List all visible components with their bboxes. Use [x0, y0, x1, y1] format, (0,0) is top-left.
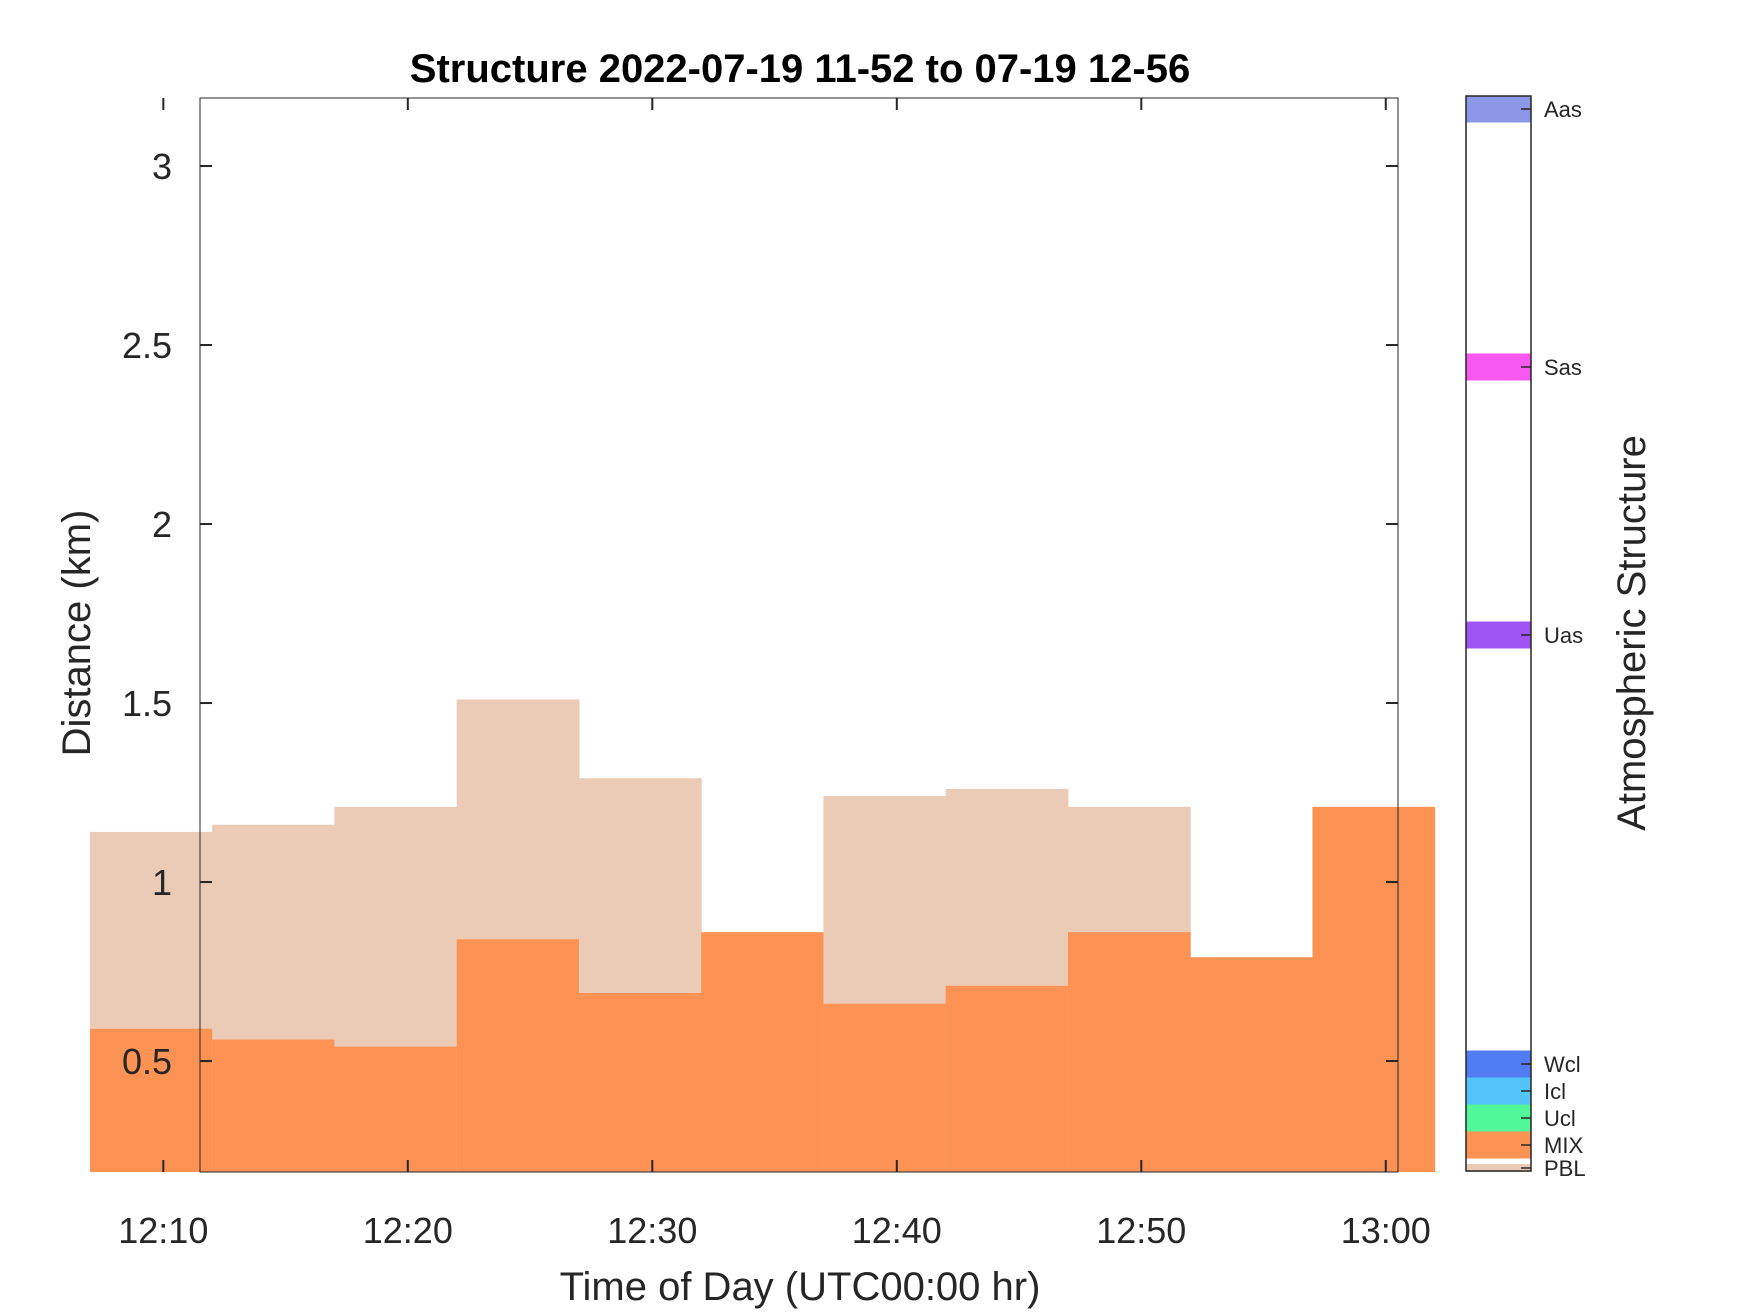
mix-bar	[1312, 806, 1436, 1172]
colorbar-swatch-ucl	[1466, 1104, 1531, 1132]
mix-bar	[701, 932, 824, 1172]
plot-frame	[199, 97, 1399, 1173]
mix-bar	[578, 993, 702, 1172]
x-tick-label: 12:10	[118, 1210, 208, 1251]
colorbar-swatch-aas	[1466, 95, 1531, 123]
colorbar-swatch-mix	[1466, 1131, 1531, 1159]
mix-bar	[823, 1003, 947, 1172]
mix-bar	[1067, 932, 1191, 1172]
colorbar-label-uas: Uas	[1544, 623, 1583, 648]
colorbar-frame	[1465, 95, 1532, 1172]
y-axis-label: Distance (km)	[55, 510, 99, 757]
colorbar-swatch-uas	[1466, 621, 1531, 649]
x-tick-label: 12:20	[363, 1210, 453, 1251]
colorbar-swatch-icl	[1466, 1077, 1531, 1105]
x-tick-label: 12:50	[1096, 1210, 1186, 1251]
colorbar-swatch-pbl	[1466, 1164, 1531, 1172]
mix-bar	[1190, 957, 1313, 1172]
y-tick-label: 1.5	[122, 683, 172, 724]
colorbar-swatch-sas	[1466, 353, 1531, 381]
x-tick-label: 12:40	[852, 1210, 942, 1251]
colorbar-label: Atmospheric Structure	[1610, 435, 1654, 831]
colorbar-label-aas: Aas	[1544, 97, 1582, 122]
colorbar-label-icl: Icl	[1544, 1079, 1566, 1104]
mix-bar	[212, 1039, 335, 1172]
mix-bar	[89, 1028, 213, 1172]
colorbar-label-sas: Sas	[1544, 355, 1582, 380]
y-axis: 0.5 1 1.5 2 2.5 3	[122, 146, 1398, 1082]
x-tick-label: 12:30	[607, 1210, 697, 1251]
x-tick-label: 13:00	[1341, 1210, 1431, 1251]
colorbar-label-mix: MIX	[1544, 1133, 1583, 1158]
mix-bar	[945, 985, 1069, 1172]
mix-bar	[334, 1046, 458, 1172]
chart-title: Structure 2022-07-19 11-52 to 07-19 12-5…	[410, 47, 1190, 91]
mix-bar	[456, 939, 580, 1172]
y-tick-label: 3	[152, 146, 172, 187]
colorbar-label-pbl: PBL	[1544, 1156, 1586, 1181]
colorbar-label-wcl: Wcl	[1544, 1052, 1581, 1077]
colorbar-label-ucl: Ucl	[1544, 1106, 1576, 1131]
x-axis-label: Time of Day (UTC00:00 hr)	[560, 1265, 1041, 1309]
plot-area	[89, 97, 1436, 1173]
y-tick-label: 1	[152, 862, 172, 903]
colorbar-swatch-wcl	[1466, 1050, 1531, 1078]
y-tick-label: 0.5	[122, 1041, 172, 1082]
y-tick-label: 2.5	[122, 325, 172, 366]
y-tick-label: 2	[152, 504, 172, 545]
